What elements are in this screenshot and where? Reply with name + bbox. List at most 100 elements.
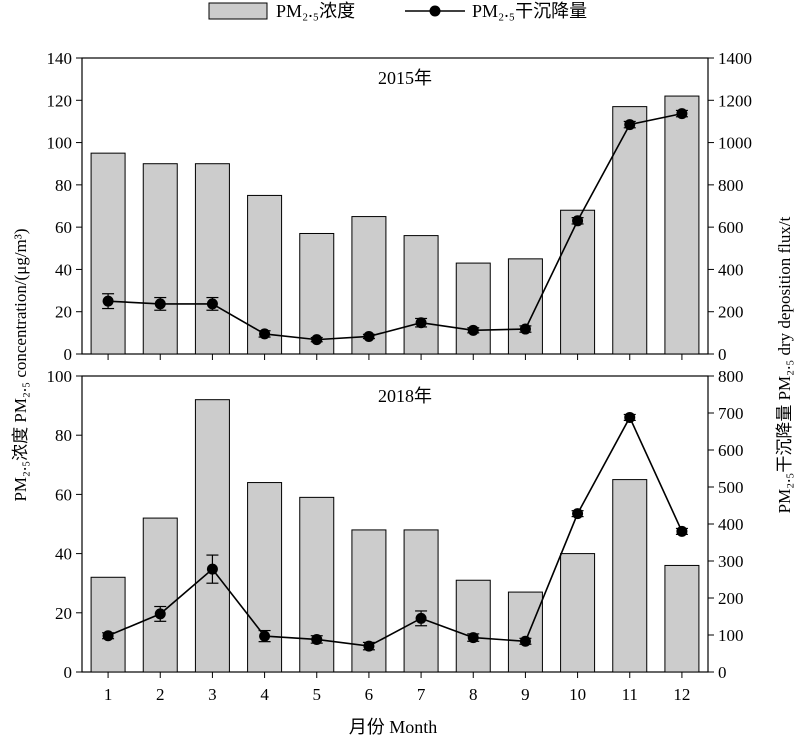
- x-tick-label: 4: [260, 685, 269, 704]
- right-tick-label: 800: [718, 367, 744, 386]
- x-tick-label: 8: [469, 685, 478, 704]
- left-tick-label: 20: [55, 303, 72, 322]
- bar-9: [507, 591, 543, 673]
- marker-4: [259, 630, 271, 642]
- legend-bar-label: PM₂.₅浓度: [276, 1, 355, 21]
- marker-5: [311, 633, 323, 645]
- marker-3: [206, 563, 218, 575]
- deposition-line: [108, 112, 683, 341]
- right-tick-label: 200: [718, 303, 744, 322]
- bar-3: [194, 399, 230, 673]
- x-tick-label: 9: [521, 685, 530, 704]
- x-tick-label: 2: [156, 685, 165, 704]
- bar-12: [664, 95, 700, 355]
- marker-11: [624, 411, 636, 423]
- legend-line-marker: [429, 5, 441, 17]
- left-tick-label: 80: [55, 176, 72, 195]
- panel-title: 2018年: [378, 386, 432, 406]
- right-tick-label: 600: [718, 441, 744, 460]
- marker-12: [676, 525, 688, 537]
- left-tick-label: 60: [55, 485, 72, 504]
- bar-10: [560, 209, 596, 355]
- right-tick-label: 500: [718, 478, 744, 497]
- bar-11: [612, 106, 648, 355]
- right-tick-label: 700: [718, 404, 744, 423]
- right-tick-label: 100: [718, 626, 744, 645]
- marker-12: [676, 108, 688, 120]
- legend-line-label: PM₂.₅干沉降量: [472, 1, 587, 21]
- right-tick-label: 300: [718, 552, 744, 571]
- marker-10: [572, 215, 584, 227]
- deposition-line: [107, 415, 683, 647]
- right-tick-label: 400: [718, 515, 744, 534]
- bar-12: [664, 564, 700, 673]
- marker-1: [102, 630, 114, 642]
- y-right-axis-title: PM₂.₅干沉降量 PM₂.₅ dry deposition flux/t: [775, 216, 794, 513]
- marker-2: [154, 608, 166, 620]
- bar-9: [507, 258, 543, 355]
- bar-8: [455, 262, 491, 355]
- bar-3: [194, 163, 230, 355]
- x-tick-label: 12: [673, 685, 690, 704]
- x-tick-label: 5: [313, 685, 322, 704]
- marker-1: [102, 295, 114, 307]
- y-left-axis-title: PM₂.₅浓度 PM₂.₅ concentration/(μg/m³): [11, 228, 30, 501]
- bar-2: [142, 517, 178, 673]
- marker-8: [467, 632, 479, 644]
- bar-5: [299, 232, 335, 355]
- marker-9: [519, 323, 531, 335]
- left-tick-label: 0: [64, 663, 73, 682]
- right-tick-label: 1200: [718, 91, 752, 110]
- marker-11: [624, 119, 636, 131]
- right-tick-label: 0: [718, 345, 727, 364]
- bar-2: [142, 163, 178, 355]
- marker-7: [415, 317, 427, 329]
- bar-7: [403, 235, 439, 355]
- right-tick-label: 1400: [718, 49, 752, 68]
- left-tick-label: 100: [47, 134, 73, 153]
- right-tick-label: 0: [718, 663, 727, 682]
- marker-5: [311, 334, 323, 346]
- left-tick-label: 80: [55, 426, 72, 445]
- right-tick-label: 600: [718, 218, 744, 237]
- bar-11: [612, 479, 648, 673]
- marker-7: [415, 612, 427, 624]
- x-tick-label: 10: [569, 685, 586, 704]
- x-tick-label: 3: [208, 685, 217, 704]
- bar-10: [560, 553, 596, 673]
- marker-10: [572, 508, 584, 520]
- bar-7: [403, 529, 439, 673]
- bar-8: [455, 579, 491, 673]
- left-tick-label: 140: [47, 49, 73, 68]
- marker-3: [206, 298, 218, 310]
- left-tick-label: 120: [47, 91, 73, 110]
- left-tick-label: 20: [55, 604, 72, 623]
- x-tick-label: 1: [104, 685, 113, 704]
- panel-title: 2015年: [378, 68, 432, 88]
- left-tick-label: 100: [47, 367, 73, 386]
- x-tick-label: 6: [365, 685, 374, 704]
- legend-bar-swatch: [208, 2, 268, 20]
- bar-1: [90, 152, 126, 355]
- left-tick-label: 40: [55, 545, 72, 564]
- panel-2015: 0204060801001201400200400600800100012001…: [47, 49, 753, 364]
- x-tick-label: 7: [417, 685, 426, 704]
- legend: PM₂.₅浓度 PM₂.₅干沉降量: [208, 1, 587, 21]
- x-tick-label: 11: [622, 685, 638, 704]
- bar-4: [247, 482, 283, 673]
- bar-5: [299, 496, 335, 673]
- plot-frame: [81, 57, 709, 355]
- marker-8: [467, 324, 479, 336]
- left-tick-label: 60: [55, 218, 72, 237]
- right-tick-label: 200: [718, 589, 744, 608]
- marker-4: [259, 328, 271, 340]
- right-tick-label: 800: [718, 176, 744, 195]
- left-tick-label: 40: [55, 260, 72, 279]
- bar-1: [90, 576, 126, 673]
- marker-6: [363, 640, 375, 652]
- marker-2: [154, 298, 166, 310]
- right-tick-label: 400: [718, 260, 744, 279]
- marker-6: [363, 330, 375, 342]
